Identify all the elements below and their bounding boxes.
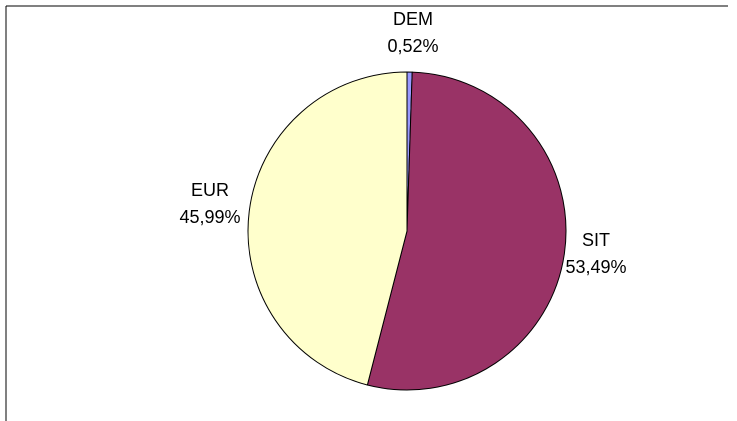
pie-label-dem-name: DEM	[393, 9, 433, 29]
pie-label-eur-name: EUR	[191, 180, 229, 200]
pie-slices	[247, 71, 567, 391]
pie-slice-eur	[247, 71, 408, 386]
pie-label-eur-value: 45,99%	[179, 207, 240, 227]
pie-label-dem-value: 0,52%	[387, 36, 438, 56]
pie-label-sit-value: 53,49%	[565, 257, 626, 277]
pie-label-sit-name: SIT	[582, 230, 610, 250]
pie-labels: DEM 0,52% SIT 53,49% EUR 45,99%	[179, 9, 626, 277]
pie-slice-sit	[366, 71, 567, 391]
